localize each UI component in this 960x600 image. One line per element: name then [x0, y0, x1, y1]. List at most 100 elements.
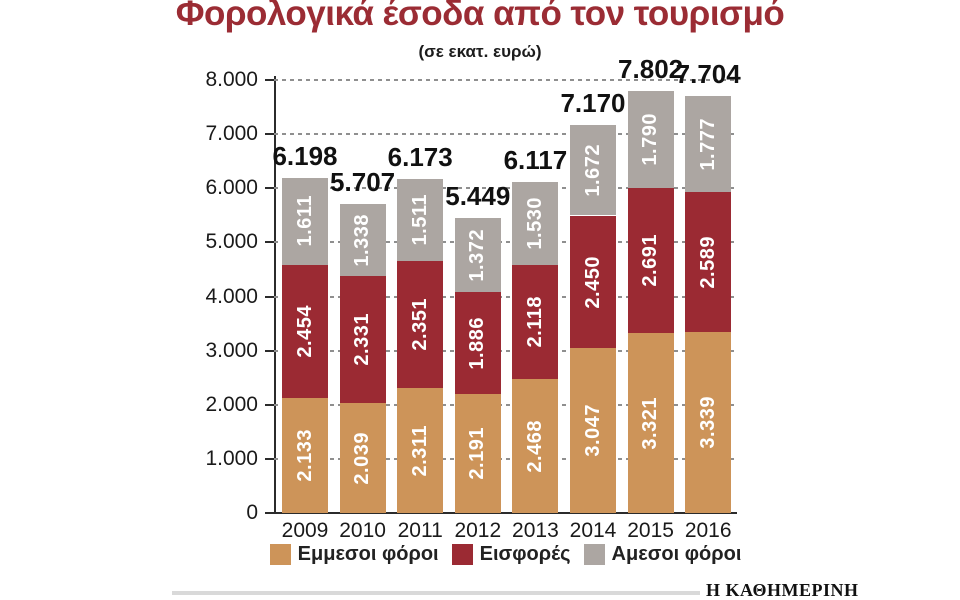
- bar-segment: 2.450: [570, 215, 616, 349]
- bar-segment: 1.672: [570, 125, 616, 216]
- bar-segment: 3.321: [627, 333, 674, 513]
- y-axis-tick: [265, 295, 274, 298]
- bar-segment-value-label: 2.691: [639, 234, 662, 287]
- x-tick-label: 2010: [339, 519, 386, 542]
- bar-segment: 1.511: [397, 178, 444, 261]
- bar-segment: 2.468: [512, 379, 559, 513]
- footer-divider: [172, 591, 700, 595]
- gridline-1000: [274, 457, 737, 460]
- legend-swatch-indirect-taxes: [269, 544, 291, 565]
- gridline-3000: [274, 349, 737, 352]
- bar-segment: 2.589: [685, 192, 732, 333]
- y-axis-tick: [265, 512, 274, 514]
- bar-segment: 1.790: [627, 90, 674, 188]
- bar-total-label: 7.170: [560, 87, 626, 118]
- bar-segment: 1.611: [282, 177, 328, 265]
- bar-2013: 2.468 2.118 1.530 6.117 2013: [504, 80, 568, 542]
- bar-segment-value-label: 3.339: [696, 396, 719, 449]
- bar-total-label: 7.704: [675, 58, 741, 89]
- y-tick-label: 3.000: [205, 338, 258, 362]
- bar-2011: 2.311 2.351 1.511 6.173 2011: [388, 80, 453, 542]
- bar-total-label: 5.449: [445, 181, 511, 212]
- bar-segment: 2.191: [454, 394, 501, 513]
- legend-swatch-direct-taxes: [583, 544, 605, 565]
- bar-2010: 2.039 2.331 1.338 5.707 2010: [330, 80, 395, 542]
- bar-segment: 1.777: [685, 95, 732, 193]
- y-tick-label: 0: [246, 501, 258, 524]
- legend-label-indirect-taxes: Εμμεσοι φόροι: [297, 543, 439, 565]
- bar-segment: 1.886: [454, 292, 501, 395]
- bar-segment-value-label: 2.450: [581, 255, 604, 309]
- bar-segment-value-label: 2.118: [523, 296, 546, 348]
- y-tick-label: 7.000: [205, 122, 258, 146]
- y-axis-line: [274, 76, 276, 513]
- bar-segment: 2.454: [282, 264, 328, 398]
- y-tick-label: 4.000: [205, 284, 258, 308]
- bar-segment-value-label: 1.338: [351, 214, 374, 267]
- gridline-5000: [274, 241, 737, 244]
- x-tick-label: 2014: [569, 519, 617, 542]
- x-tick-label: 2015: [627, 519, 674, 542]
- bar-segment-value-label: 1.530: [523, 197, 546, 250]
- y-tick-label: 8.000: [205, 68, 258, 91]
- legend-label-direct-taxes: Αμεσοι φόροι: [611, 543, 742, 565]
- bar-segment: 1.372: [454, 218, 501, 293]
- legend-item-indirect-taxes: Εμμεσοι φόροι: [269, 543, 439, 566]
- bar-segment-value-label: 2.133: [293, 429, 316, 482]
- bar-segment-value-label: 2.589: [696, 235, 719, 289]
- bar-2009: 2.133 2.454 1.611 6.198 2009: [272, 80, 337, 542]
- bar-segment-value-label: 2.311: [408, 424, 431, 477]
- bar-segment: 2.118: [512, 264, 559, 380]
- x-tick-label: 2009: [281, 519, 329, 542]
- x-tick-label: 2011: [397, 519, 443, 542]
- bar-segment: 1.530: [512, 182, 559, 265]
- x-tick-label: 2013: [512, 519, 559, 542]
- bar-segment: 2.691: [627, 187, 674, 334]
- gridline-6000: [274, 187, 737, 190]
- y-axis-tick: [265, 349, 274, 352]
- bar-segment-value-label: 1.790: [639, 112, 662, 166]
- bar-segment-value-label: 2.468: [523, 419, 546, 473]
- legend-item-direct-taxes: Αμεσοι φόροι: [583, 543, 742, 566]
- bar-total-label: 6.117: [503, 144, 568, 175]
- bar-total-label: 7.802: [618, 53, 684, 84]
- bar-segment: 2.039: [339, 402, 386, 513]
- newspaper-logo: Η ΚΑΘΗΜΕΡΙΝΗ: [706, 580, 859, 600]
- y-tick-label: 6.000: [205, 176, 258, 200]
- bar-2012: 2.191 1.886 1.372 5.449 2012: [445, 80, 510, 542]
- gridline-2000: [274, 403, 737, 406]
- bar-2016: 3.339 2.589 1.777 7.704 2016: [676, 59, 741, 542]
- bar-total-label: 6.173: [387, 141, 453, 172]
- x-tick-label: 2012: [454, 519, 502, 542]
- bar-segment-value-label: 1.611: [293, 195, 316, 247]
- bar-segment-value-label: 2.039: [351, 431, 374, 485]
- legend-item-contributions: Εισφορές: [451, 543, 571, 566]
- bar-segment-value-label: 3.047: [581, 404, 604, 457]
- x-tick-label: 2016: [684, 519, 732, 542]
- legend: Εμμεσοι φόροι Εισφορές Αμεσοι φόροι: [269, 543, 741, 566]
- bar-segment-value-label: 1.372: [466, 228, 489, 282]
- gridline-4000: [274, 295, 737, 298]
- y-axis-tick: [265, 187, 274, 190]
- bar-total-label: 6.198: [272, 140, 338, 171]
- y-axis-tick: [265, 403, 274, 406]
- x-axis-baseline: [274, 512, 737, 514]
- chart-subtitle: (σε εκατ. ευρώ): [418, 42, 542, 61]
- y-tick-label: 1.000: [205, 446, 258, 470]
- bar-segment: 1.338: [339, 204, 386, 277]
- bar-2014: 3.047 2.450 1.672 7.170 2014: [560, 80, 625, 542]
- bar-segment-value-label: 3.321: [639, 396, 662, 450]
- bar-segment: 3.047: [570, 348, 616, 513]
- plot-area: 0 1.000 2.000 3.000 4.000 5.000 6.000 7.000 8.00…: [205, 54, 741, 542]
- gridline-7000: [274, 133, 737, 136]
- legend-label-contributions: Εισφορές: [479, 543, 571, 565]
- y-axis-tick: [265, 79, 274, 81]
- bar-segment-value-label: 2.454: [293, 304, 316, 358]
- y-axis-tick: [265, 133, 274, 136]
- bar-total-label: 5.707: [330, 167, 396, 198]
- bar-segment: 3.339: [685, 332, 732, 513]
- bar-segment-value-label: 1.886: [466, 317, 489, 370]
- bar-segment-value-label: 1.672: [581, 143, 604, 197]
- bar-segment: 2.311: [397, 387, 444, 513]
